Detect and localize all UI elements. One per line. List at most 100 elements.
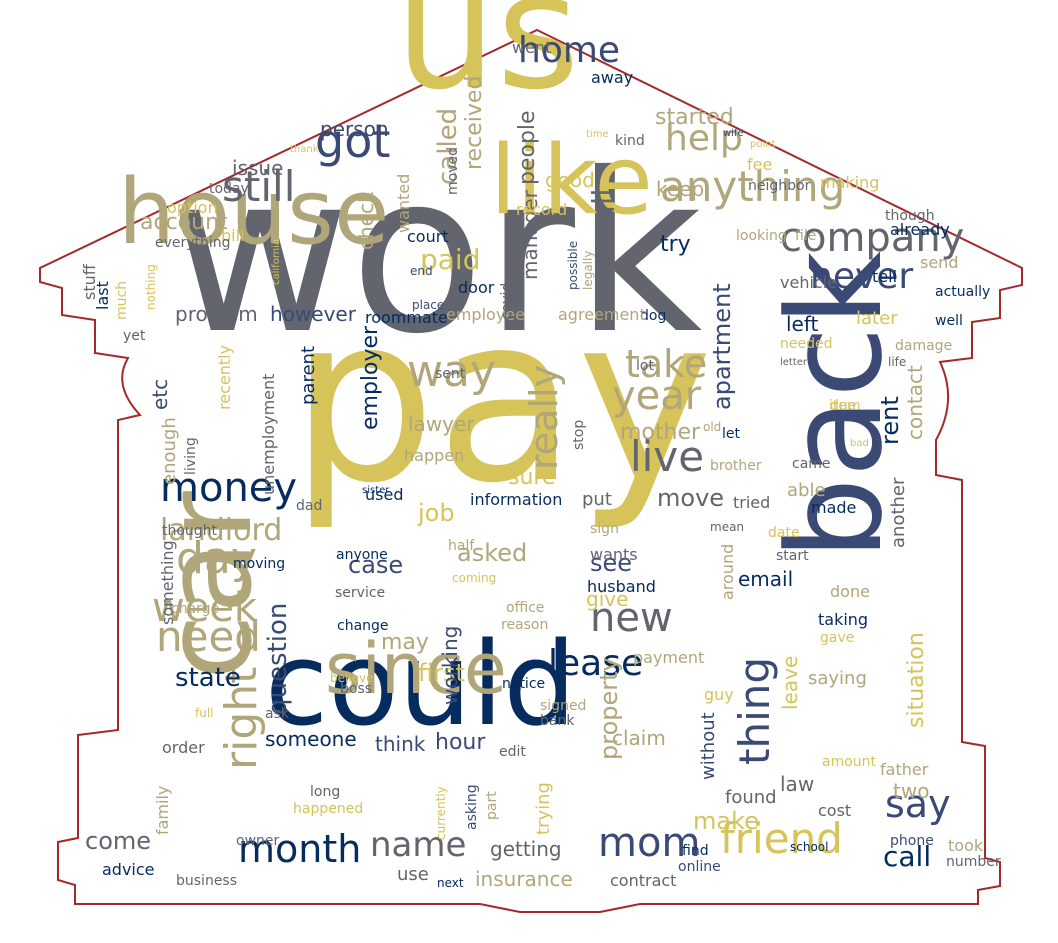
word-moved: moved <box>445 147 461 195</box>
word-full: full <box>195 706 214 721</box>
word-yet: yet <box>123 327 146 344</box>
word-today: today <box>209 180 249 197</box>
word-damage: damage <box>895 337 953 354</box>
word-like: like <box>490 126 653 236</box>
word-dad: dad <box>296 497 323 514</box>
word-able: able <box>787 479 826 501</box>
word-later: later <box>856 307 898 329</box>
word-unemployment: unemployment <box>259 373 278 495</box>
word-year: year <box>612 373 702 419</box>
word-wanted: wanted <box>394 173 413 233</box>
word-work: work <box>170 126 703 382</box>
word-date: date <box>768 524 800 541</box>
word-sent: sent <box>435 365 466 382</box>
word-cost: cost <box>818 801 852 821</box>
word-left: left <box>786 312 819 336</box>
word-new: new <box>590 595 673 641</box>
word-item: item <box>829 397 861 414</box>
word-kind: kind <box>615 132 645 149</box>
word-money: money <box>160 465 298 511</box>
word-etc: etc <box>148 378 172 410</box>
word-mom: mom <box>598 820 701 866</box>
word-school: school <box>790 840 829 855</box>
word-recently: recently <box>215 344 234 410</box>
word-charge: charge <box>171 600 220 617</box>
word-sister: sister <box>362 485 390 496</box>
word-house: house <box>118 160 390 265</box>
word-bank: bank <box>540 712 575 729</box>
word-signed: signed <box>540 697 587 714</box>
word-thought: thought <box>162 522 218 539</box>
word-contact: contact <box>903 365 927 440</box>
word-mean: mean <box>710 520 745 535</box>
word-thing: thing <box>730 656 779 765</box>
word-keep: keep <box>656 177 705 201</box>
word-claim: claim <box>612 726 666 750</box>
word-without: without <box>698 712 719 780</box>
word-got: got <box>315 114 391 169</box>
word-contract: contract <box>610 871 677 891</box>
word-service: service <box>335 584 386 601</box>
word-need: need <box>156 612 261 662</box>
word-saying: saying <box>808 667 867 689</box>
word-parent: parent <box>298 345 319 405</box>
word-live: live <box>630 432 705 482</box>
word-property: property <box>595 657 623 760</box>
word-could: could <box>265 618 577 752</box>
word-good: good <box>545 168 595 192</box>
word-never: never <box>810 256 914 298</box>
word-happened: happened <box>293 800 364 817</box>
word-make: make <box>693 806 759 835</box>
word-insurance: insurance <box>475 867 573 891</box>
word-well: well <box>935 312 963 329</box>
word-life: life <box>888 355 907 370</box>
word-vehicle: vehicle <box>780 273 837 293</box>
word-neighbor: neighbor <box>748 177 811 194</box>
word-business: business <box>176 872 238 889</box>
word-payment: payment <box>633 648 705 668</box>
word-legally: legally <box>581 250 595 290</box>
word-rent: rent <box>876 396 904 445</box>
word-husband: husband <box>587 577 656 597</box>
word-boss: boss <box>340 680 373 697</box>
word-door: door <box>458 278 495 298</box>
word-mother: mother <box>620 420 701 446</box>
word-made: made <box>811 498 857 518</box>
word-send: send <box>920 253 959 273</box>
word-state: state <box>175 663 241 694</box>
word-email: email <box>738 567 794 591</box>
word-done: done <box>830 582 870 602</box>
word-information: information <box>470 490 563 510</box>
word-currently: currently <box>434 786 448 840</box>
word-due: due <box>830 397 857 414</box>
word-record: record <box>516 200 568 220</box>
word-leave: leave <box>778 655 802 710</box>
word-half: half <box>448 537 475 554</box>
word-bad: bad <box>850 438 869 449</box>
word-give: give <box>586 587 629 611</box>
word-day: day <box>176 532 257 584</box>
word-amount: amount <box>822 753 877 770</box>
word-hour: hour <box>435 730 486 756</box>
word-owner: owner <box>236 832 280 849</box>
word-enough: enough <box>159 417 180 485</box>
word-us: us <box>395 0 580 125</box>
word-already: already <box>890 220 950 240</box>
word-see: see <box>590 548 633 577</box>
word-nothing: nothing <box>144 264 158 310</box>
word-agreement: agreement <box>558 305 646 325</box>
word-say: say <box>885 781 951 826</box>
word-actually: actually <box>935 283 991 300</box>
word-california: california <box>271 238 282 285</box>
word-person: person <box>320 117 389 141</box>
word-making: making <box>820 173 880 193</box>
word-getting: getting <box>490 837 562 861</box>
word-company: company <box>780 215 965 261</box>
word-way: way <box>407 345 496 397</box>
word-found: found <box>725 786 777 808</box>
word-taking: taking <box>818 610 869 630</box>
word-help: help <box>665 118 743 160</box>
word-employer: employer <box>358 325 383 430</box>
